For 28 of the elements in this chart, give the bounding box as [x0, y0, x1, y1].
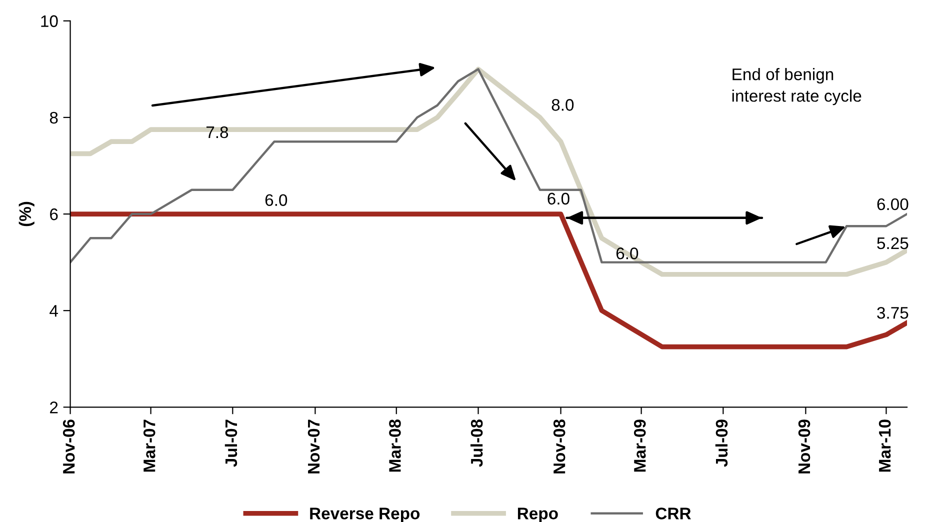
annotation: 8.0 [552, 99, 574, 111]
y-tick-label: 4 [50, 305, 58, 317]
annotation: 6.0 [265, 194, 288, 206]
x-tick-label: Mar-09 [634, 420, 646, 472]
x-tick-label: Nov-06 [62, 420, 75, 474]
y-tick-label: 8 [50, 112, 58, 124]
x-tick-label: Jul-07 [224, 420, 238, 467]
y-axis-title: (%) [18, 202, 34, 226]
x-tick-label: Mar-08 [389, 419, 401, 472]
annotation: 6.0 [548, 192, 570, 205]
annotation: End of benign interest rate cycle [732, 68, 862, 106]
annotation: 6.00 [877, 198, 908, 210]
annotation: 5.25 [877, 237, 908, 250]
annotation: 3.75 [877, 307, 908, 319]
line-series [70, 212, 908, 350]
x-tick-label: Nov-07 [308, 420, 320, 474]
y-tick-label: 10 [41, 15, 58, 28]
annotation: 6.0 [616, 248, 638, 260]
annotation: 7.8 [206, 126, 228, 138]
x-tick-label: Mar-07 [143, 420, 156, 472]
x-tick-label: Jul-08 [470, 419, 483, 467]
x-tick-label: Mar-10 [878, 420, 891, 472]
x-tick-label: Nov-09 [798, 420, 810, 474]
x-tick-label: Jul-09 [715, 420, 728, 467]
legend-label: CRR [656, 508, 691, 520]
y-tick-label: 6 [50, 208, 58, 220]
x-tick-label: Nov-08 [553, 419, 566, 474]
y-tick-label: 2 [50, 402, 58, 414]
